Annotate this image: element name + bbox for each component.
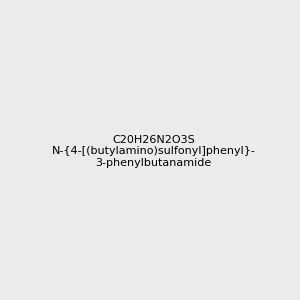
Text: C20H26N2O3S
N-{4-[(butylamino)sulfonyl]phenyl}-
3-phenylbutanamide: C20H26N2O3S N-{4-[(butylamino)sulfonyl]p… (52, 135, 256, 168)
